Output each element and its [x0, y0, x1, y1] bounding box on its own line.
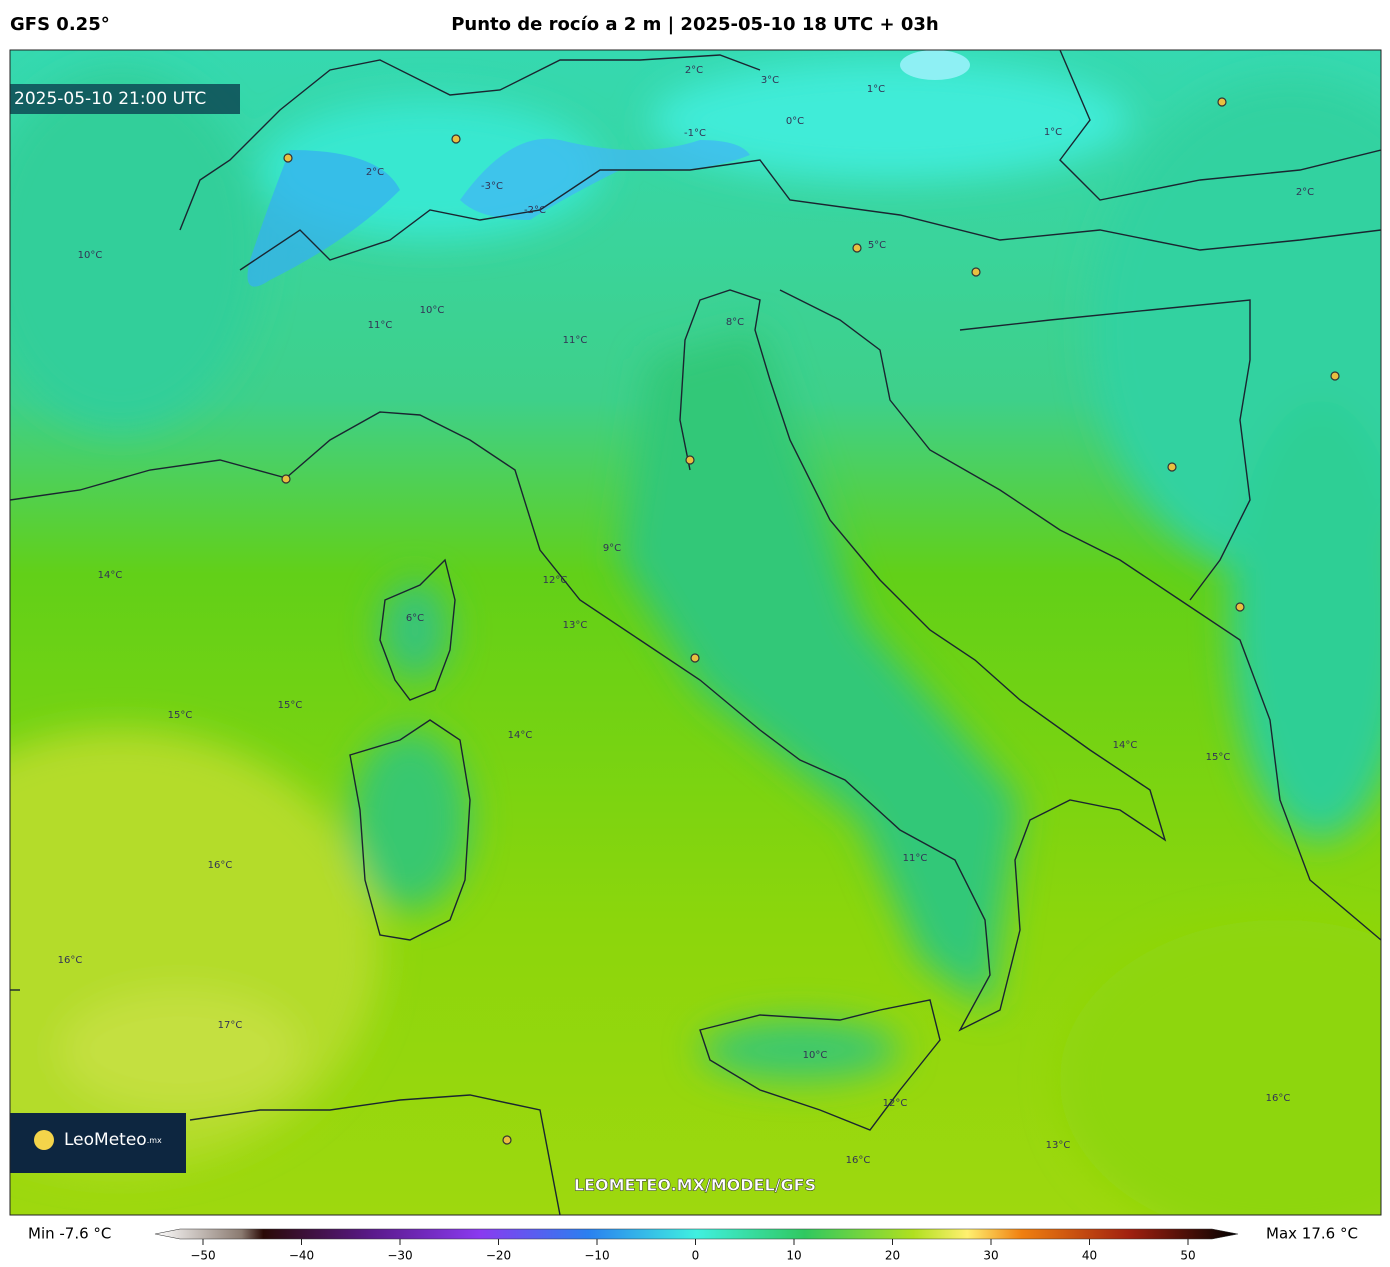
logo-suffix: .mx: [147, 1136, 162, 1145]
contour-label: 16°C: [846, 1155, 871, 1166]
contour-label: 16°C: [58, 955, 83, 966]
model-label: GFS 0.25°: [10, 14, 110, 35]
contour-label: 6°C: [406, 613, 424, 624]
map-title: Punto de rocío a 2 m | 2025-05-10 18 UTC…: [451, 14, 939, 35]
contour-label: 15°C: [1206, 752, 1231, 763]
colorbar-tick-label: 30: [983, 1249, 998, 1263]
contour-label: 10°C: [420, 305, 445, 316]
contour-label: 2°C: [685, 65, 703, 76]
contour-label: 11°C: [563, 335, 588, 346]
contour-label: 0°C: [786, 116, 804, 127]
contour-label: 8°C: [726, 317, 744, 328]
colorbar-tick-label: −20: [486, 1249, 511, 1263]
map: 17°C 16°C 16°C 15°C 15°C 14°C 14°C 13°C 12°C 11°C…: [10, 50, 1381, 1215]
colorbar-tick-label: 40: [1082, 1249, 1097, 1263]
contour-label: 13°C: [563, 620, 588, 631]
contour-label: 10°C: [803, 1050, 828, 1061]
min-label: Min -7.6 °C: [28, 1225, 111, 1243]
colorbar-tick-label: −50: [190, 1249, 215, 1263]
contour-label: 11°C: [903, 853, 928, 864]
contour-label: 5°C: [868, 240, 886, 251]
contour-label: 17°C: [218, 1020, 243, 1031]
contour-label: 14°C: [98, 570, 123, 581]
colorbar-tick-label: −10: [584, 1249, 609, 1263]
contour-label: 15°C: [168, 710, 193, 721]
contour-label: -2°C: [524, 205, 546, 216]
colorbar-tick-label: 50: [1180, 1249, 1195, 1263]
colorbar-tick-label: −30: [387, 1249, 412, 1263]
max-label: Max 17.6 °C: [1266, 1225, 1358, 1243]
contour-label: -3°C: [481, 181, 503, 192]
contour-label: 16°C: [1266, 1093, 1291, 1104]
contour-label: 11°C: [368, 320, 393, 331]
contour-label: 14°C: [1113, 740, 1138, 751]
logo-name: LeoMeteo: [64, 1130, 147, 1150]
contour-label: 13°C: [1046, 1140, 1071, 1151]
watermark: LEOMETEO.MX/MODEL/GFS: [574, 1176, 816, 1195]
colorbar-tick-label: 10: [786, 1249, 801, 1263]
contour-label: 2°C: [1296, 187, 1314, 198]
contour-label: 12°C: [883, 1098, 908, 1109]
colorbar-tick-label: −40: [289, 1249, 314, 1263]
contour-label: 1°C: [867, 84, 885, 95]
contour-label: 3°C: [761, 75, 779, 86]
contour-label: -1°C: [684, 128, 706, 139]
contour-label: 15°C: [278, 700, 303, 711]
contour-label: 2°C: [366, 167, 384, 178]
contour-label: 9°C: [603, 543, 621, 554]
contour-label: 14°C: [508, 730, 533, 741]
logo: LeoMeteo.mx: [64, 1130, 162, 1150]
contour-label: 12°C: [543, 575, 568, 586]
valid-time: 2025-05-10 21:00 UTC: [14, 89, 206, 109]
contour-label: 16°C: [208, 860, 233, 871]
colorbar-tick-label: 0: [692, 1249, 700, 1263]
contour-label: 1°C: [1044, 127, 1062, 138]
colorbar-tick-label: 20: [885, 1249, 900, 1263]
colorbar: [154, 1228, 1239, 1240]
contour-label: 10°C: [78, 250, 103, 261]
map-frame: [9, 49, 1382, 1216]
